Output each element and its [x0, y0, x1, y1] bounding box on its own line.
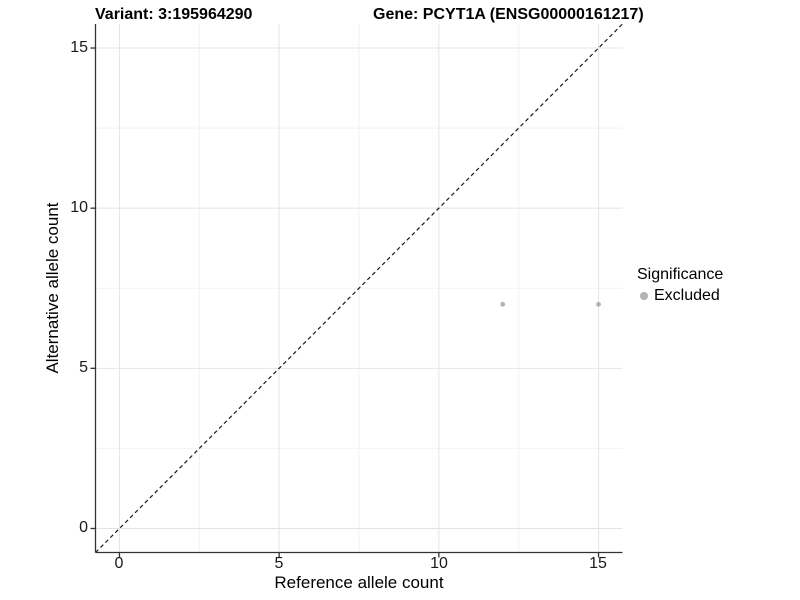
- data-point-excluded: [596, 301, 601, 307]
- identity-dashed-line: [95, 23, 623, 553]
- y-axis-title: Alternative allele count: [43, 202, 62, 374]
- x-tick-label-0: 0: [114, 555, 124, 572]
- legend-entry-excluded: Excluded: [637, 287, 723, 305]
- y-tick-label-5: 5: [79, 359, 88, 376]
- y-tick-label-10: 10: [70, 199, 88, 216]
- gene-title: Gene: PCYT1A (ENSG00000161217): [373, 6, 644, 23]
- excluded-point-icon: [640, 292, 648, 300]
- legend-title: Significance: [637, 266, 724, 283]
- variant-title: Variant: 3:195964290: [95, 6, 253, 23]
- x-tick-label-5: 5: [274, 555, 284, 572]
- y-tick-label-15: 15: [70, 39, 88, 56]
- x-tick-label-10: 10: [430, 555, 448, 572]
- legend-entry-label: Excluded: [654, 287, 720, 304]
- data-point-excluded: [500, 301, 506, 307]
- x-tick-label-15: 15: [589, 555, 607, 572]
- legend: Significance Excluded: [637, 266, 723, 305]
- x-axis-title: Reference allele count: [274, 573, 444, 592]
- y-tick-label-0: 0: [79, 519, 88, 536]
